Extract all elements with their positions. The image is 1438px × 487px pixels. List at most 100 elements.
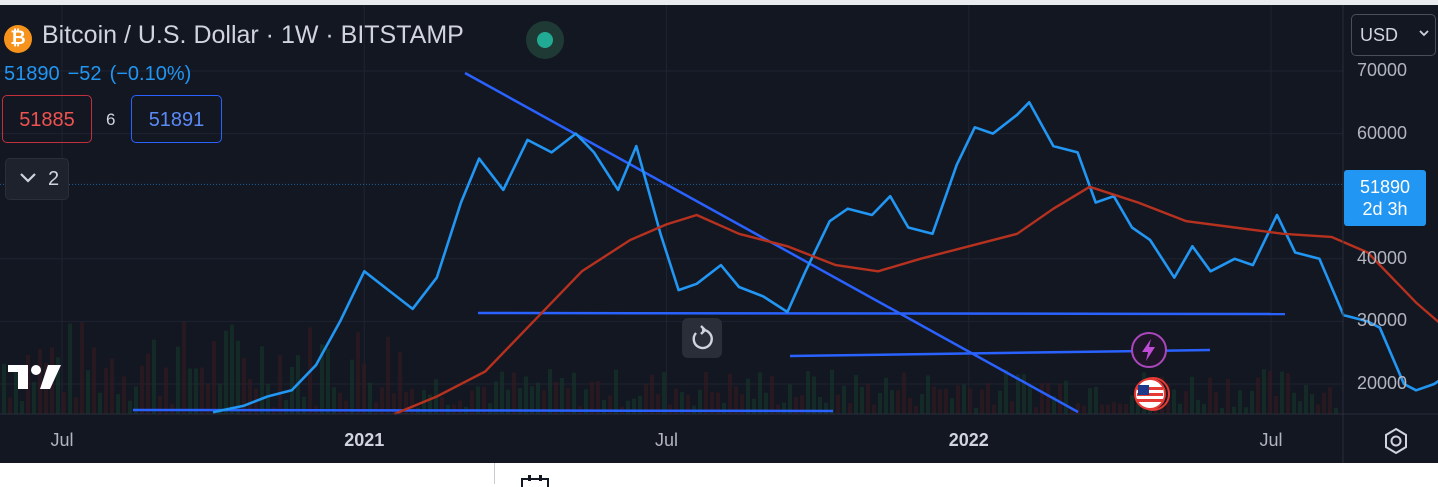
volume-bar <box>1112 402 1116 414</box>
volume-bar <box>1310 394 1314 414</box>
volume-bar <box>998 391 1002 414</box>
calendar-icon[interactable] <box>518 475 552 487</box>
volume-bar <box>920 394 924 414</box>
time-tick-label: 2022 <box>949 430 989 451</box>
volume-bar <box>356 332 360 414</box>
dropdown-chevron-icon <box>1418 26 1430 42</box>
volume-bar <box>902 372 906 414</box>
volume-bar <box>596 381 600 414</box>
price-change-percent: (−0.10%) <box>110 63 192 85</box>
volume-bar <box>188 369 192 414</box>
time-tick-label: Jul <box>655 430 678 451</box>
indicators-toggle[interactable]: 2 <box>5 158 69 200</box>
volume-bar <box>830 370 834 414</box>
sell-button[interactable]: 51885 <box>2 95 92 143</box>
volume-bar <box>866 384 870 414</box>
volume-bar <box>1124 404 1128 414</box>
bitcoin-icon: ₿ <box>4 25 32 53</box>
volume-bar <box>1034 407 1038 414</box>
volume-bar <box>1058 384 1062 414</box>
quote-line: 51890−52(−0.10%) <box>4 63 199 86</box>
volume-bar <box>200 367 204 414</box>
buy-button[interactable]: 51891 <box>131 95 222 143</box>
volume-bar <box>212 341 216 414</box>
price-line-series[interactable] <box>213 102 1438 412</box>
us-flag-icon[interactable] <box>1131 375 1173 413</box>
volume-bar <box>1088 388 1092 414</box>
volume-bar <box>806 371 810 414</box>
trendline-drawings[interactable] <box>133 73 1285 412</box>
volume-bar <box>458 401 462 414</box>
volume-bar <box>812 376 816 414</box>
gear-icon[interactable] <box>1381 426 1411 461</box>
volume-bar <box>1010 401 1014 414</box>
volume-bar <box>890 390 894 414</box>
price-tick-label: 40000 <box>1357 248 1407 269</box>
status-dot-icon <box>537 32 553 48</box>
volume-bar <box>146 354 150 414</box>
volume-bar <box>386 337 390 414</box>
volume-bar <box>776 405 780 414</box>
reset-icon <box>682 318 722 358</box>
volume-bar <box>848 403 852 414</box>
volume-bar <box>956 385 960 414</box>
currency-value: USD <box>1360 25 1398 46</box>
volume-bar <box>176 347 180 414</box>
volume-bar <box>1178 404 1182 414</box>
volume-bar <box>1280 372 1284 414</box>
volume-bar <box>836 395 840 414</box>
volume-bar <box>1028 385 1032 414</box>
resistance-line[interactable] <box>478 313 1285 314</box>
volume-bar <box>128 401 132 414</box>
volume-bar <box>350 360 354 414</box>
volume-bar <box>248 379 252 414</box>
bottom-line[interactable] <box>133 410 833 411</box>
volume-bar <box>326 349 330 414</box>
volume-bar <box>1202 404 1206 414</box>
volume-bar <box>236 341 240 414</box>
volume-bar <box>110 359 114 414</box>
volume-bar <box>878 393 882 414</box>
volume-bar <box>1118 403 1122 414</box>
volume-bar <box>974 408 978 414</box>
volume-bar <box>728 374 732 414</box>
volume-bar <box>854 375 858 414</box>
volume-bar <box>1304 385 1308 414</box>
market-status[interactable] <box>526 21 564 59</box>
volume-bar <box>860 387 864 414</box>
currency-select[interactable]: USD <box>1351 14 1436 56</box>
volume-bar <box>1226 379 1230 414</box>
volume-bar <box>344 401 348 414</box>
volume-bar <box>1256 377 1260 414</box>
volume-bar <box>1298 401 1302 414</box>
tradingview-logo[interactable] <box>8 363 62 396</box>
volume-bar <box>398 352 402 414</box>
volume-bar <box>86 370 90 414</box>
lightning-icon[interactable] <box>1131 332 1167 368</box>
volume-bar <box>284 400 288 414</box>
volume-bar <box>884 378 888 414</box>
volume-bar <box>590 382 594 414</box>
volume-bar <box>1046 383 1050 414</box>
volume-bar <box>824 403 828 414</box>
symbol-title[interactable]: Bitcoin / U.S. Dollar · 1W · BITSTAMP <box>42 21 464 50</box>
volume-bar <box>560 378 564 414</box>
volume-bar <box>2 364 6 414</box>
volume-bar <box>986 383 990 414</box>
price-chart[interactable] <box>0 5 1438 463</box>
price-tick-label: 70000 <box>1357 60 1407 81</box>
time-tick-label: 2021 <box>344 430 384 451</box>
bar-countdown: 2d 3h <box>1344 198 1426 220</box>
price-tick-label: 60000 <box>1357 123 1407 144</box>
volume-bar <box>278 355 282 414</box>
time-tick-label: Jul <box>1259 430 1282 451</box>
volume-bar <box>548 369 552 414</box>
volume-bar <box>500 372 504 414</box>
volume-bar <box>914 406 918 414</box>
volume-bar <box>962 385 966 414</box>
volume-bar <box>98 393 102 414</box>
reset-chart-button[interactable] <box>682 318 722 358</box>
volume-bar <box>1100 404 1104 414</box>
volume-bar <box>1328 387 1332 414</box>
